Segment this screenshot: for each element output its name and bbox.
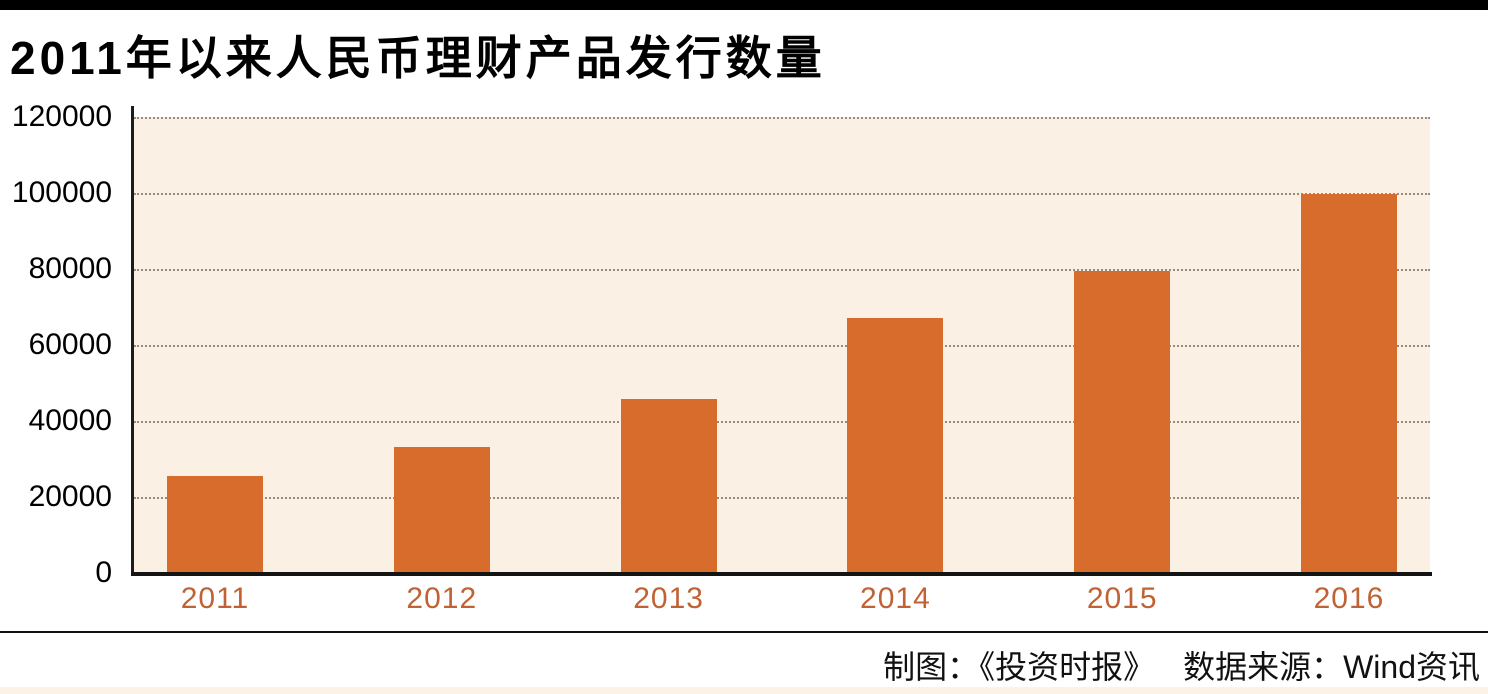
footer-credit: 制图：《投资时报》 (883, 649, 1156, 685)
gridline-120000 (134, 117, 1430, 119)
gridline-60000 (134, 345, 1430, 347)
y-tick-label-80000: 80000 (28, 252, 112, 285)
x-tick-label-2013: 2013 (633, 582, 704, 615)
bottom-strip (0, 687, 1488, 694)
y-tick-label-0: 0 (95, 556, 112, 589)
bar-2012 (393, 447, 490, 573)
gridline-100000 (134, 193, 1430, 195)
top-accent-bar (0, 0, 1488, 10)
gridline-20000 (134, 497, 1430, 499)
y-tick-label-20000: 20000 (28, 480, 112, 513)
x-tick-label-2015: 2015 (1086, 582, 1158, 615)
bar-2015 (1074, 271, 1171, 573)
footer-text: 制图：《投资时报》 数据来源：Wind资讯 (883, 642, 1480, 688)
x-tick-label-2014: 2014 (860, 582, 931, 615)
bar-2013 (620, 399, 717, 573)
y-tick-label-40000: 40000 (28, 404, 112, 437)
chart-plot-area (134, 117, 1430, 573)
x-axis-line (131, 572, 1432, 576)
y-tick-label-120000: 120000 (11, 100, 112, 133)
footer-source: 数据来源：Wind资讯 (1183, 649, 1480, 685)
chart-title: 2011年以来人民币理财产品发行数量 (10, 32, 826, 84)
bars-row (134, 117, 1430, 573)
x-axis-labels: 2011 2012 2013 2014 2015 2016 (134, 582, 1430, 616)
footer-divider (0, 631, 1488, 633)
y-tick-label-60000: 60000 (28, 328, 112, 361)
gridline-80000 (134, 269, 1430, 271)
bar-2011 (167, 476, 263, 573)
y-axis-line (131, 106, 134, 576)
bar-2014 (847, 317, 944, 573)
x-tick-label-2011: 2011 (180, 582, 250, 615)
bar-2016 (1300, 194, 1397, 573)
y-tick-label-100000: 100000 (11, 176, 112, 209)
x-tick-label-2016: 2016 (1313, 582, 1385, 615)
x-tick-label-2012: 2012 (406, 582, 478, 615)
gridline-40000 (134, 421, 1430, 423)
